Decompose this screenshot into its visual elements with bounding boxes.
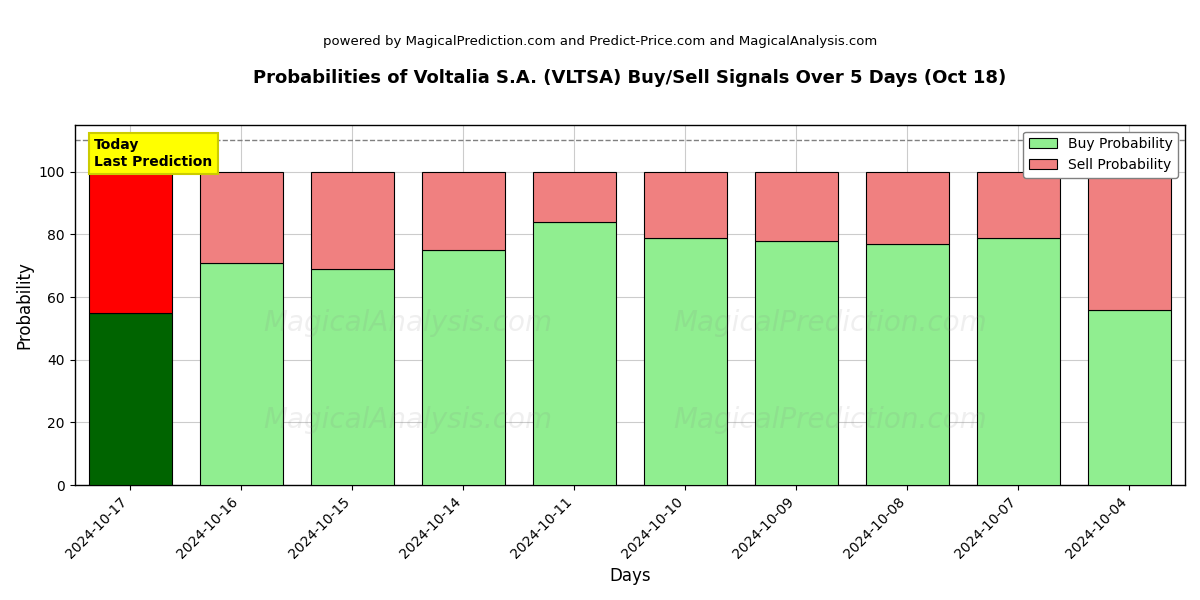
Bar: [311, 269, 394, 485]
Bar: [755, 172, 838, 241]
Bar: [421, 172, 505, 250]
Bar: [421, 250, 505, 485]
Bar: [89, 172, 172, 313]
Bar: [865, 244, 949, 485]
Bar: [977, 238, 1060, 485]
Text: MagicalPrediction.com: MagicalPrediction.com: [673, 406, 986, 434]
Text: MagicalPrediction.com: MagicalPrediction.com: [673, 309, 986, 337]
Text: MagicalAnalysis.com: MagicalAnalysis.com: [263, 406, 552, 434]
Bar: [977, 172, 1060, 238]
Y-axis label: Probability: Probability: [16, 261, 34, 349]
Bar: [89, 313, 172, 485]
Bar: [199, 263, 283, 485]
Text: powered by MagicalPrediction.com and Predict-Price.com and MagicalAnalysis.com: powered by MagicalPrediction.com and Pre…: [323, 35, 877, 49]
X-axis label: Days: Days: [610, 567, 650, 585]
Text: Today
Last Prediction: Today Last Prediction: [94, 139, 212, 169]
Bar: [533, 222, 616, 485]
Bar: [865, 172, 949, 244]
Bar: [1088, 310, 1171, 485]
Title: Probabilities of Voltalia S.A. (VLTSA) Buy/Sell Signals Over 5 Days (Oct 18): Probabilities of Voltalia S.A. (VLTSA) B…: [253, 69, 1007, 87]
Bar: [311, 172, 394, 269]
Bar: [643, 238, 727, 485]
Bar: [755, 241, 838, 485]
Bar: [199, 172, 283, 263]
Legend: Buy Probability, Sell Probability: Buy Probability, Sell Probability: [1024, 131, 1178, 178]
Text: MagicalAnalysis.com: MagicalAnalysis.com: [263, 309, 552, 337]
Bar: [533, 172, 616, 222]
Bar: [643, 172, 727, 238]
Bar: [1088, 172, 1171, 310]
